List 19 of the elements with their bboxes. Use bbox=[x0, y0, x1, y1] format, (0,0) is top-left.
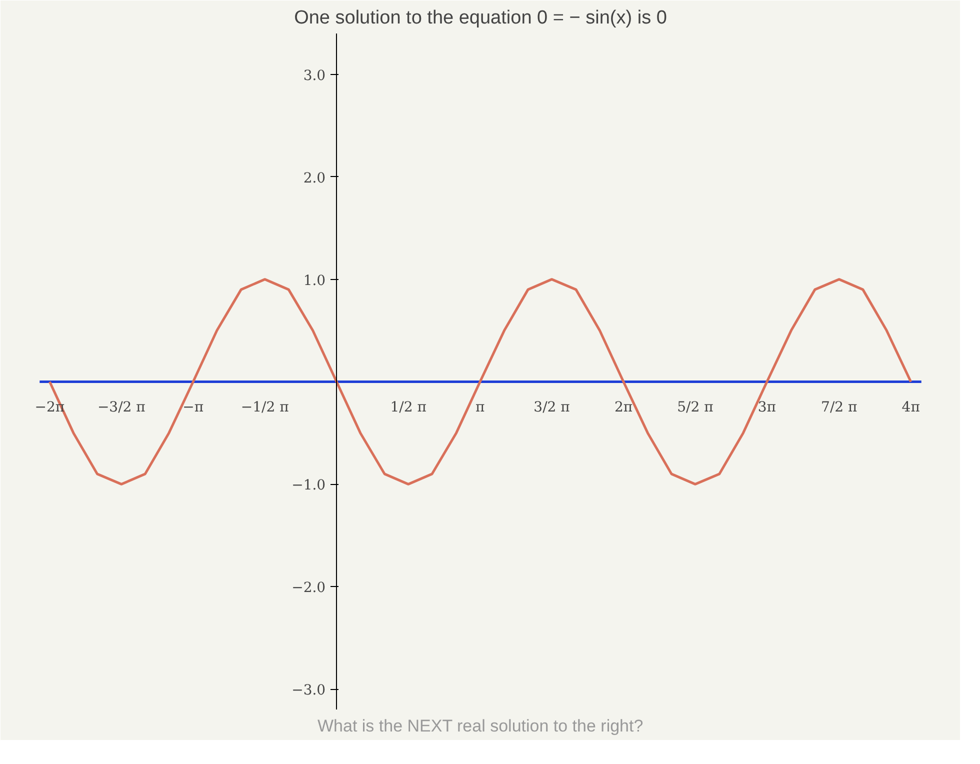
y-tick-label: −2.0 bbox=[292, 580, 326, 596]
x-tick-label: 3π bbox=[758, 400, 776, 416]
x-tick-label: 2π bbox=[614, 400, 633, 416]
y-tick-label: −1.0 bbox=[292, 478, 326, 494]
y-tick-label: 1.0 bbox=[303, 272, 326, 289]
x-tick-label: π bbox=[475, 400, 485, 416]
x-tick-label: −π bbox=[182, 400, 204, 416]
y-tick-label: −3.0 bbox=[292, 682, 326, 699]
y-tick-label: 3.0 bbox=[303, 68, 326, 84]
x-tick-label: 4π bbox=[902, 400, 920, 416]
chart-title: One solution to the equation 0 = − sin(x) is 0 bbox=[294, 8, 667, 28]
x-tick-label: 7/2 π bbox=[821, 400, 858, 416]
text: What is the NEXT real solution to the right? bbox=[318, 716, 644, 736]
x-tick-label: −3/2 π bbox=[97, 400, 146, 416]
x-tick-label: 1/2 π bbox=[390, 400, 426, 416]
x-tick-label: −1/2 π bbox=[240, 400, 289, 416]
y-tick-label: 2.0 bbox=[303, 170, 326, 186]
x-tick-label: 5/2 π bbox=[677, 400, 714, 416]
x-tick-label: 3/2 π bbox=[534, 400, 570, 416]
